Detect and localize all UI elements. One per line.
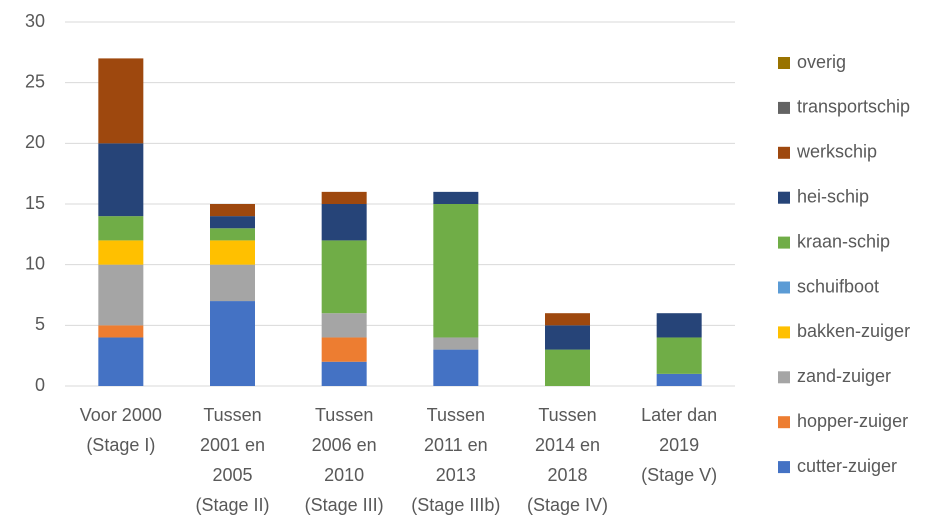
x-tick-label: (Stage I) — [86, 435, 155, 455]
x-tick-label: 2005 — [212, 465, 252, 485]
y-tick-label: 30 — [25, 11, 45, 31]
bar-segment — [98, 240, 144, 265]
x-tick-label: (Stage IV) — [527, 495, 608, 515]
bar-segment — [321, 337, 367, 362]
bar-segment — [210, 264, 255, 302]
legend-swatch — [778, 326, 790, 339]
bar-segment — [545, 325, 590, 350]
x-tick-label: 2018 — [547, 465, 587, 485]
legend-label: bakken-zuiger — [797, 321, 910, 341]
bar-segment — [210, 204, 255, 217]
bar-segment — [321, 313, 367, 338]
bar-segment — [545, 349, 590, 386]
x-tick-label: Tussen — [203, 405, 261, 425]
bar-segment — [656, 337, 702, 374]
x-tick-label: Tussen — [538, 405, 596, 425]
bar-segment — [433, 349, 479, 386]
x-tick-label: (Stage V) — [641, 465, 717, 485]
bar-segment — [98, 216, 144, 241]
bar-segment — [210, 216, 255, 229]
y-tick-label: 10 — [25, 253, 45, 273]
legend-label: schuifboot — [797, 276, 879, 296]
bar-segment — [98, 325, 144, 338]
bar-segment — [98, 337, 144, 386]
x-tick-label: 2011 en — [424, 435, 488, 455]
bar-segment — [321, 204, 367, 241]
bar-segment — [210, 301, 255, 386]
bar-segment — [545, 313, 590, 326]
y-tick-label: 20 — [25, 132, 45, 152]
x-tick-label: 2019 — [659, 435, 699, 455]
legend-label: hei-schip — [797, 186, 869, 206]
bar-segment — [433, 337, 479, 350]
legend-swatch — [778, 236, 790, 249]
x-tick-label: 2013 — [436, 465, 476, 485]
x-tick-label: Tussen — [427, 405, 485, 425]
bar-segment — [210, 228, 255, 241]
x-tick-label: (Stage II) — [195, 495, 269, 515]
legend-label: overig — [797, 52, 846, 72]
x-tick-label: (Stage III) — [305, 495, 384, 515]
legend-swatch — [778, 371, 790, 384]
x-tick-label: Later dan — [641, 405, 717, 425]
x-tick-label: 2001 en — [200, 435, 265, 455]
bar-segment — [210, 240, 255, 265]
y-tick-label: 5 — [35, 314, 45, 334]
legend-label: transportschip — [797, 97, 910, 117]
x-tick-label: Voor 2000 — [80, 405, 162, 425]
bar-segment — [98, 58, 144, 144]
legend-swatch — [778, 101, 790, 114]
legend-swatch — [778, 281, 790, 294]
bar-segment — [98, 143, 144, 217]
legend-label: zand-zuiger — [797, 366, 891, 386]
x-tick-label: Tussen — [315, 405, 373, 425]
bar-segment — [433, 204, 479, 338]
bar-segment — [321, 191, 367, 204]
y-tick-label: 0 — [35, 375, 45, 395]
x-tick-label: (Stage IIIb) — [411, 495, 500, 515]
legend-swatch — [778, 191, 790, 204]
legend-label: kraan-schip — [797, 231, 890, 251]
legend-label: werkschip — [796, 142, 877, 162]
legend-swatch — [778, 57, 790, 69]
bar-segment — [656, 313, 702, 338]
y-tick-label: 25 — [25, 71, 45, 91]
legend-label: hopper-zuiger — [797, 411, 908, 431]
bar-segment — [321, 361, 367, 386]
x-tick-label: 2014 en — [535, 435, 600, 455]
legend-swatch — [778, 146, 790, 159]
legend-label: cutter-zuiger — [797, 456, 897, 476]
bar-segment — [321, 240, 367, 314]
y-tick-label: 15 — [25, 193, 45, 213]
bar-segment — [656, 373, 702, 386]
x-tick-label: 2006 en — [312, 435, 377, 455]
bar-segment — [98, 264, 144, 326]
legend-swatch — [778, 461, 790, 474]
legend-swatch — [778, 416, 790, 429]
x-tick-label: 2010 — [324, 465, 364, 485]
bar-segment — [433, 191, 479, 204]
